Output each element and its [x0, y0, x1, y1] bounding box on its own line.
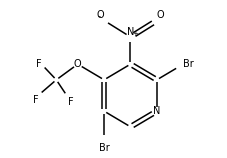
- Text: -: -: [97, 12, 100, 21]
- Text: N: N: [126, 27, 133, 37]
- Text: Br: Br: [183, 59, 193, 69]
- Text: +: +: [132, 31, 138, 37]
- Text: O: O: [156, 10, 164, 21]
- Text: N: N: [153, 106, 160, 116]
- Text: F: F: [68, 97, 73, 107]
- Text: Br: Br: [98, 143, 109, 153]
- Text: F: F: [36, 59, 41, 69]
- Text: O: O: [96, 10, 104, 21]
- Text: F: F: [32, 95, 38, 106]
- Text: O: O: [74, 59, 81, 69]
